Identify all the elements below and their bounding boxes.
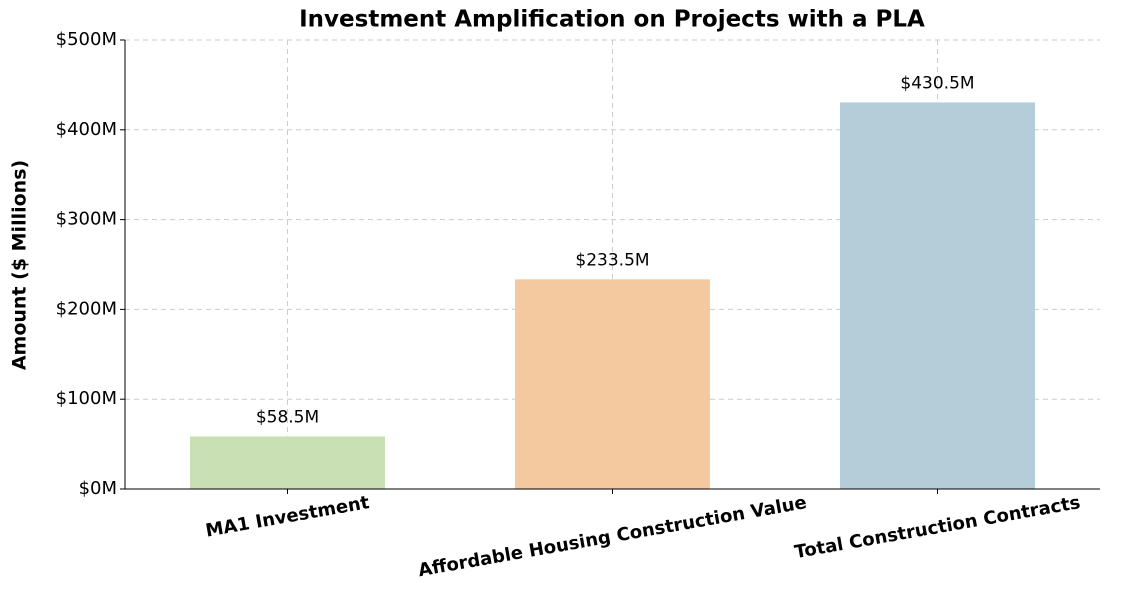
y-tick-label: $300M [56, 209, 117, 230]
value-label: $430.5M [900, 73, 974, 93]
y-tick-label: $500M [56, 29, 117, 50]
y-tick-label: $200M [56, 298, 117, 319]
y-tick-label: $0M [79, 478, 117, 499]
y-axis-label: Amount ($ Millions) [9, 160, 31, 370]
x-tick-label: Total Construction Contracts [793, 492, 1082, 563]
bar [840, 102, 1035, 489]
bar [515, 279, 710, 489]
value-label: $233.5M [575, 250, 649, 270]
value-label: $58.5M [256, 407, 319, 427]
chart-title: Investment Amplification on Projects wit… [299, 7, 925, 33]
x-tick-label: Affordable Housing Construction Value [417, 492, 809, 581]
bar [190, 436, 385, 489]
y-tick-label: $400M [56, 119, 117, 140]
x-tick-label: MA1 Investment [204, 492, 371, 542]
y-tick-label: $100M [56, 388, 117, 409]
